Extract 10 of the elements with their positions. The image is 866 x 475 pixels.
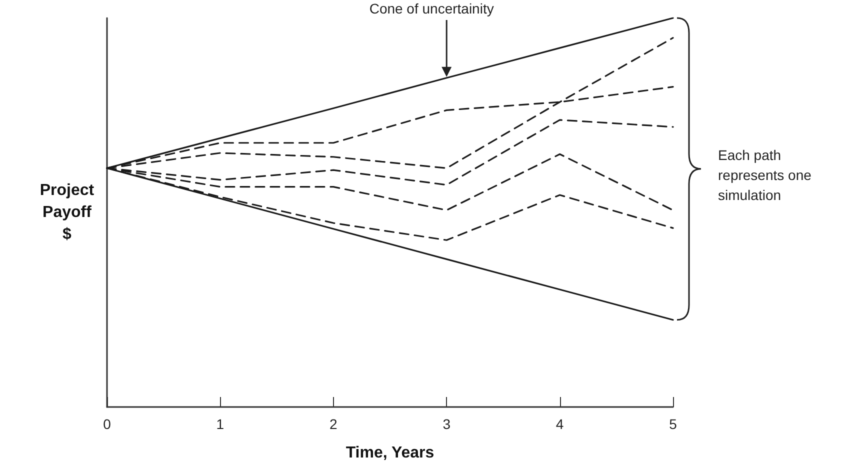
x-tick-label: 0 [103, 416, 112, 432]
x-tick-label: 5 [669, 416, 678, 432]
x-tick-label: 2 [330, 416, 338, 432]
x-tick-label: 1 [216, 416, 224, 432]
text: Each path represents one simulation [718, 147, 816, 203]
x-tick-label: 3 [442, 416, 451, 432]
x-axis-title: Time, Years [346, 444, 434, 462]
x-tick-label: 4 [556, 416, 564, 432]
y-axis-title: Project Payoff $ [40, 182, 95, 243]
text: Cone of uncertainity [369, 0, 494, 17]
